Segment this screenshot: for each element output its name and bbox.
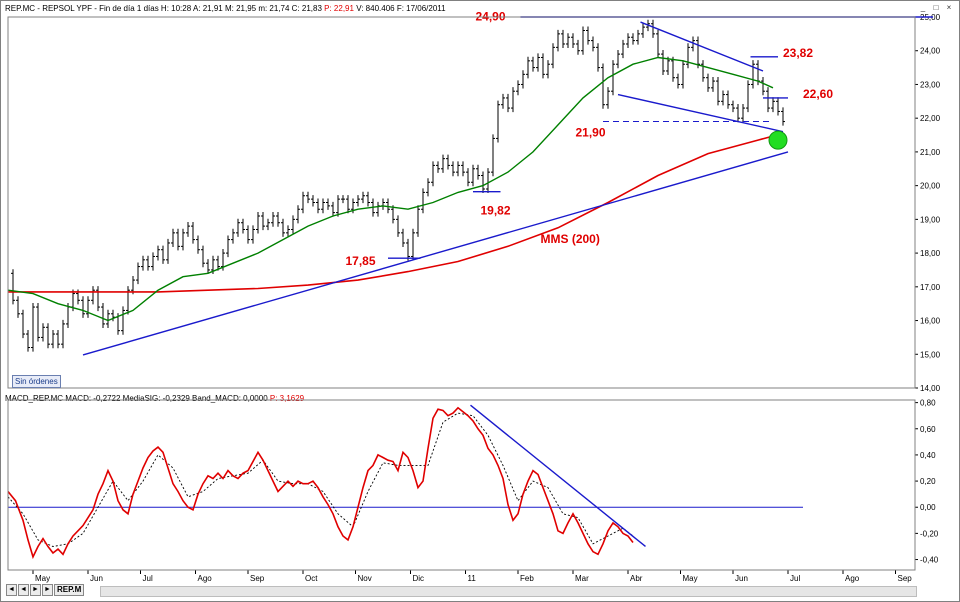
price-panel-header: REP.MC - REPSOL YPF - Fin de día 1 días … [5,4,446,13]
macd-header-p: P: 3,1629 [269,394,305,403]
time-tick-label: May [35,574,50,583]
panel-borders [7,16,916,571]
macd-chart: 0,80 0,60 0,40 0,20 0,00 -0,20 -0,40 [7,399,939,565]
time-axis: May Jun Jul Ago Sep Oct Nov Dic 11 Feb Mar Abr May Ju… [32,570,913,583]
time-tick-label: Jul [790,574,800,583]
price-y-tick-label: 15,00 [920,350,941,359]
price-header-rest: V: 840.406 F: 17/06/2011 [356,4,446,13]
time-tick-label: Sep [250,574,265,583]
trendline [617,93,784,133]
macd-panel-header: MACD_REP.MC MACD: -0,2722 MediaSIG: -0,2… [5,394,304,403]
time-tick-label: Jun [90,574,103,583]
minimize-icon[interactable]: _ [920,3,926,12]
macd-y-tick-label: 0,00 [920,503,936,512]
mms200-line [8,132,784,293]
price-header-info: REP.MC - REPSOL YPF - Fin de día 1 días … [5,4,322,13]
last-page-icon[interactable]: ► [42,584,53,596]
price-annotation: 22,60 [803,87,833,101]
no-orders-badge[interactable]: Sin órdenes [12,375,61,388]
next-page-icon[interactable]: ► [30,584,41,596]
time-tick-label: Nov [358,574,372,583]
price-annotation: MMS (200) [541,232,600,246]
price-y-tick-label: 23,00 [920,80,941,89]
trendline [82,151,789,356]
navigation-bar: ◄ ◄ ► ► REP.M [6,584,85,596]
price-chart: 25,0024,0023,0022,0021,0020,0019,0018,00… [7,9,941,393]
price-y-tick-label: 18,00 [920,249,941,258]
macd-trendline [470,404,646,548]
time-tick-label: Sep [898,574,913,583]
price-panel-frame [7,16,916,389]
time-tick-label: Jul [143,574,153,583]
previous-page-icon[interactable]: ◄ [18,584,29,596]
price-header-p: P: 22,91 [324,4,354,13]
time-tick-label: Abr [630,574,643,583]
price-annotation: 19,82 [481,203,511,217]
time-tick-label: Feb [520,574,534,583]
macd-y-tick-label: 0,40 [920,451,936,460]
trendline [640,21,764,72]
macd-line [7,406,634,560]
price-y-tick-label: 20,00 [920,182,941,191]
time-tick-label: Oct [305,574,318,583]
price-annotation: 24,90 [476,9,506,23]
time-tick-label: 11 [468,574,477,583]
price-y-tick-label: 17,00 [920,283,941,292]
time-tick-label: Ago [198,574,213,583]
price-annotation: 23,82 [783,46,813,60]
close-icon[interactable]: × [946,3,952,12]
time-tick-label: Dic [413,574,425,583]
price-y-tick-label: 16,00 [920,317,941,326]
macd-y-tick-label: 0,60 [920,425,936,434]
time-tick-label: Ago [845,574,860,583]
time-tick-label: Jun [735,574,748,583]
price-y-tick-label: 22,00 [920,114,941,123]
price-y-tick-label: 21,00 [920,148,941,157]
horizontal-scrollbar[interactable] [100,586,917,597]
time-tick-label: May [683,574,698,583]
price-annotation: 17,85 [346,254,376,268]
macd-header-info: MACD_REP.MC MACD: -0,2722 MediaSIG: -0,2… [5,394,268,403]
price-y-tick-label: 19,00 [920,215,941,224]
short-ma-line [7,56,774,322]
macd-panel-frame [7,399,916,571]
macd-y-tick-label: -0,20 [920,529,939,538]
macd-y-tick-label: 0,80 [920,399,936,408]
first-page-icon[interactable]: ◄ [6,584,17,596]
macd-y-tick-label: 0,20 [920,477,936,486]
symbol-tab[interactable]: REP.M [54,584,85,596]
time-tick-label: Mar [575,574,589,583]
macd-y-tick-label: -0,40 [920,556,939,565]
price-y-tick-label: 24,00 [920,47,941,56]
maximize-icon[interactable]: □ [933,3,939,12]
price-annotation: 21,90 [576,126,606,140]
target-circle [768,130,788,150]
macd-signal-line [7,412,634,547]
price-y-tick-label: 14,00 [920,384,941,393]
